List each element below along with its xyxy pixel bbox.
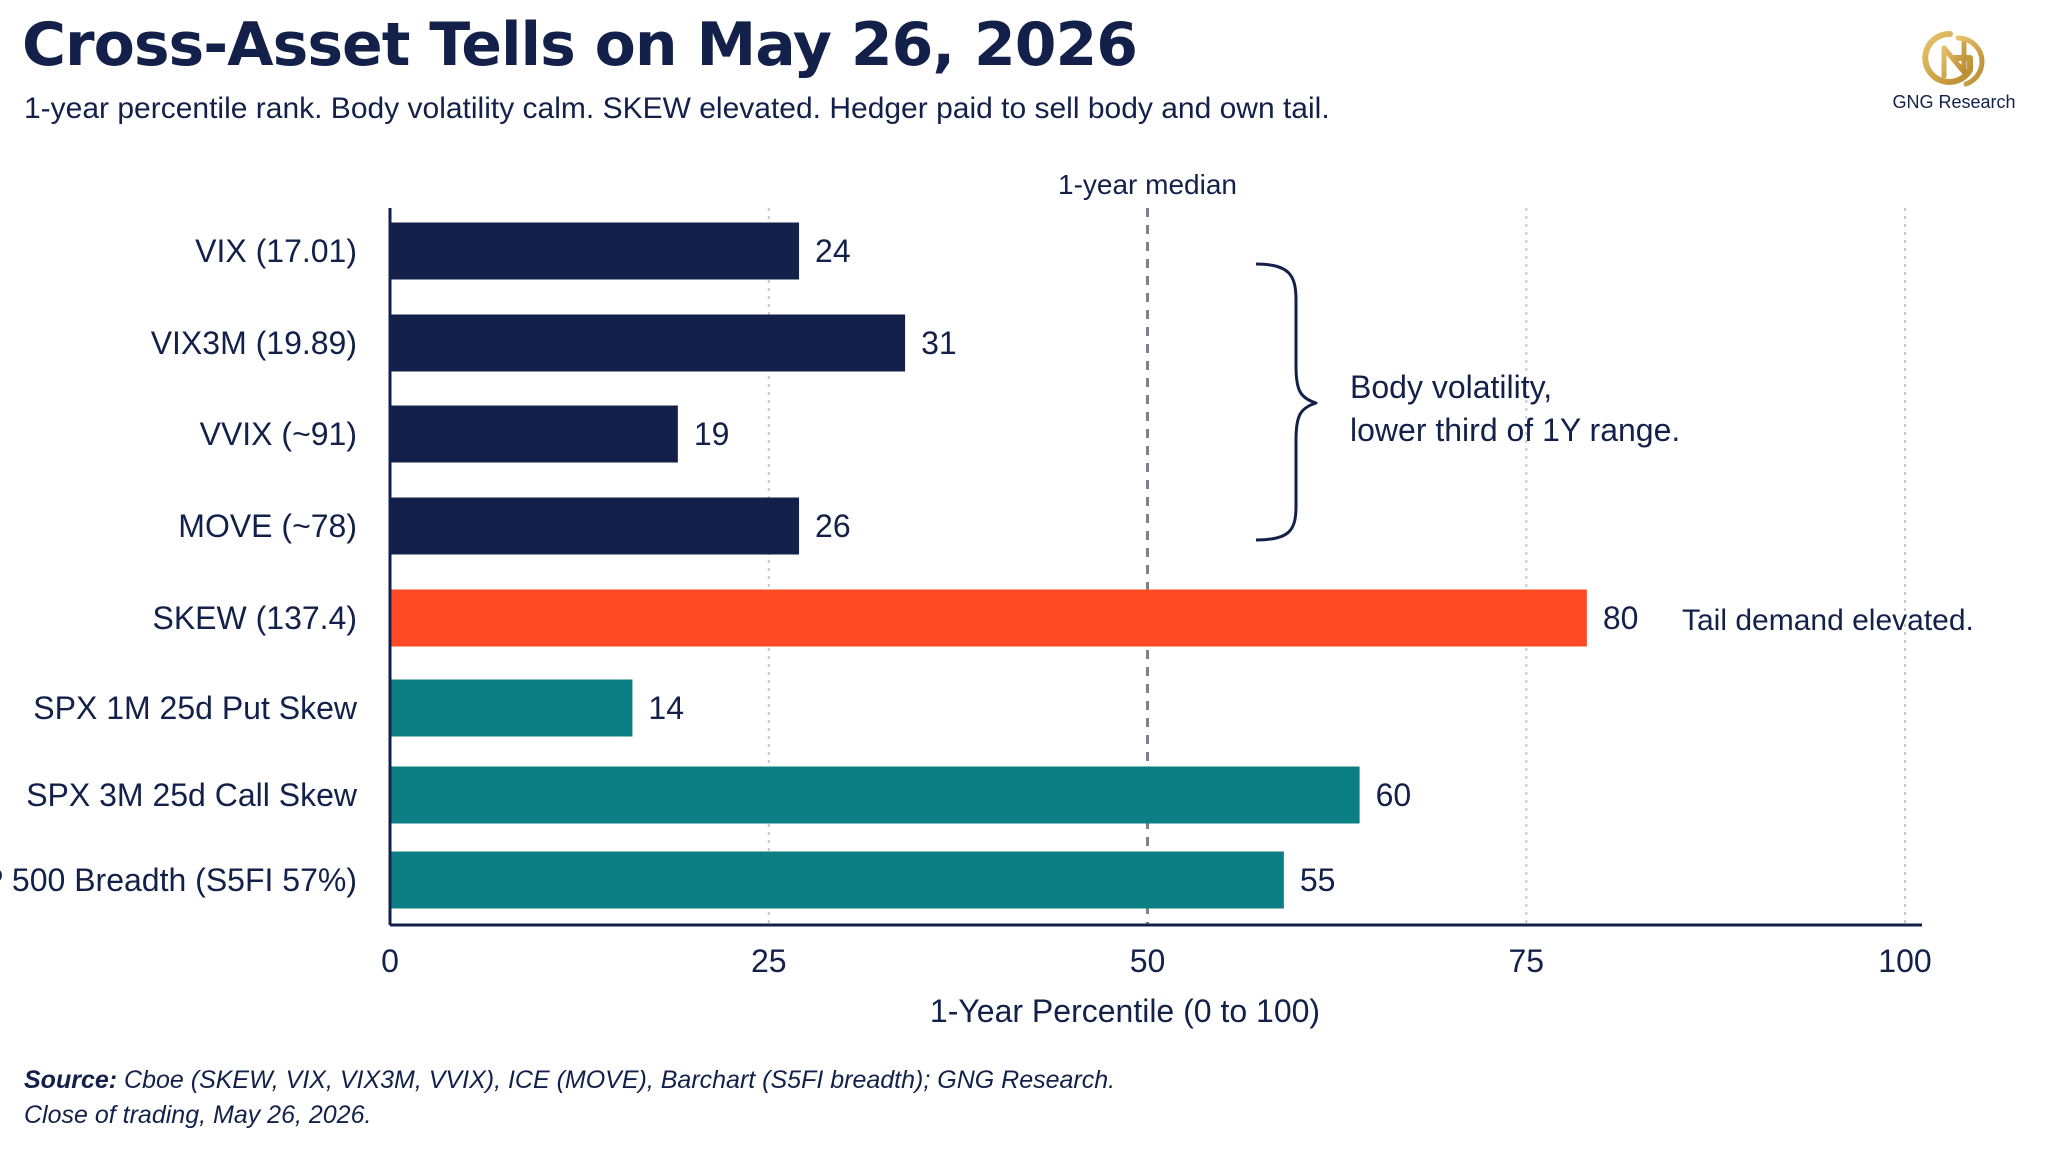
bar [390,589,1587,647]
x-tick-label: 100 [1878,943,1931,979]
logo: GNG Research [1884,26,2024,113]
bar-value-label: 60 [1376,777,1412,813]
bar [390,222,800,280]
source-label: Source: [24,1066,118,1094]
bar [390,497,800,555]
category-label: MOVE (~78) [178,508,357,544]
bar [390,405,678,463]
category-label: SPX 1M 25d Put Skew [33,690,358,726]
bar [390,766,1360,824]
bar-value-label: 26 [815,508,851,544]
source-text: Cboe (SKEW, VIX, VIX3M, VVIX), ICE (MOVE… [124,1066,1116,1094]
x-tick-label: 75 [1508,943,1544,979]
annotation-text: Body volatility, [1350,369,1552,405]
bar [390,679,633,737]
annotation-text: lower third of 1Y range. [1350,412,1680,448]
bar-value-label: 24 [815,233,851,269]
logo-text: GNG Research [1892,92,2016,112]
category-label: SKEW (137.4) [152,600,357,636]
annotation-text: Tail demand elevated. [1682,604,1974,637]
category-label: S&P 500 Breadth (S5FI 57%) [0,862,357,898]
date-note: Close of trading, May 26, 2026. [24,1101,372,1129]
bar-value-label: 14 [648,690,684,726]
x-tick-label: 50 [1130,943,1166,979]
bar-value-label: 80 [1603,600,1639,636]
category-label: VIX (17.01) [195,233,357,269]
source-note: Source: Cboe (SKEW, VIX, VIX3M, VVIX), I… [24,1066,1115,1095]
x-axis-title: 1-Year Percentile (0 to 100) [930,993,1320,1029]
category-label: VVIX (~91) [200,416,357,452]
chart-subtitle: 1-year percentile rank. Body volatility … [24,92,1330,125]
category-label: VIX3M (19.89) [151,325,357,361]
bar-value-label: 19 [694,416,730,452]
gng-monogram-icon [1922,30,1985,87]
median-label: 1-year median [1058,169,1237,200]
bar-value-label: 55 [1300,862,1336,898]
brace-icon [1255,262,1318,542]
chart-title: Cross-Asset Tells on May 26, 2026 [22,10,1138,80]
category-label: SPX 3M 25d Call Skew [26,777,358,813]
bar-value-label: 31 [921,325,957,361]
x-tick-label: 25 [751,943,787,979]
x-tick-label: 0 [381,943,399,979]
bar [390,314,906,372]
bar [390,851,1284,909]
